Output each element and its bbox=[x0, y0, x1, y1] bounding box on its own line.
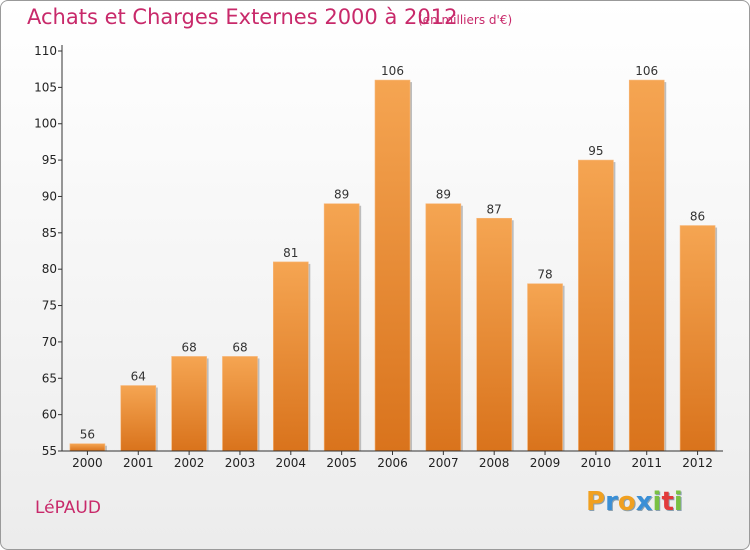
data-label-2012: 86 bbox=[690, 210, 705, 224]
bar-2000 bbox=[69, 443, 106, 452]
x-tick-label-2000: 2000 bbox=[72, 456, 103, 470]
y-tick-label-110: 110 bbox=[34, 44, 57, 58]
axis-layer: 2000 2001 2002 2003 2004 2005 2006 2007 2008 2009… bbox=[34, 44, 723, 470]
x-tick-label-2001: 2001 bbox=[123, 456, 154, 470]
y-tick-label-85: 85 bbox=[42, 226, 57, 240]
data-label-2003: 68 bbox=[232, 340, 247, 354]
data-label-2009: 78 bbox=[537, 268, 552, 282]
logo-letter: o bbox=[617, 487, 636, 517]
y-tick-label-70: 70 bbox=[42, 335, 57, 349]
data-label-2000: 56 bbox=[80, 428, 95, 442]
y-tick-label-55: 55 bbox=[42, 444, 57, 458]
data-label-2004: 81 bbox=[283, 246, 298, 260]
chart-title: Achats et Charges Externes 2000 à 2012 bbox=[27, 5, 458, 29]
bar-2004 bbox=[273, 261, 309, 452]
logo-letter: x bbox=[635, 487, 653, 517]
bar-2007 bbox=[425, 203, 462, 452]
data-label-2008: 87 bbox=[487, 202, 502, 216]
y-tick-label-105: 105 bbox=[34, 80, 57, 94]
bar-2001 bbox=[120, 385, 157, 452]
logo-letter: t bbox=[661, 487, 674, 517]
bar-2008 bbox=[476, 217, 512, 452]
x-tick-label-2003: 2003 bbox=[225, 456, 256, 470]
data-label-2011: 106 bbox=[635, 64, 658, 78]
data-label-2006: 106 bbox=[381, 64, 404, 78]
x-tick-label-2005: 2005 bbox=[326, 456, 357, 470]
x-tick-label-2004: 2004 bbox=[276, 456, 307, 470]
logo-letter: r bbox=[605, 487, 618, 517]
x-tick-label-2006: 2006 bbox=[377, 456, 408, 470]
y-tick-label-95: 95 bbox=[42, 153, 57, 167]
chart-subtitle: (en milliers d'€) bbox=[418, 13, 513, 27]
x-tick-label-2009: 2009 bbox=[530, 456, 561, 470]
x-tick-label-2007: 2007 bbox=[428, 456, 459, 470]
x-tick-label-2002: 2002 bbox=[174, 456, 205, 470]
bar-2002 bbox=[171, 356, 207, 452]
bar-2005 bbox=[323, 203, 360, 452]
y-tick-label-60: 60 bbox=[42, 408, 57, 422]
data-label-2010: 95 bbox=[588, 144, 603, 158]
bar-2012 bbox=[679, 225, 716, 452]
logo-letter: P bbox=[586, 487, 606, 517]
data-label-2007: 89 bbox=[436, 188, 451, 202]
data-label-2001: 64 bbox=[131, 370, 146, 384]
y-tick-label-90: 90 bbox=[42, 189, 57, 203]
y-tick-label-80: 80 bbox=[42, 262, 57, 276]
data-label-2005: 89 bbox=[334, 188, 349, 202]
x-tick-label-2008: 2008 bbox=[479, 456, 510, 470]
bar-2006 bbox=[374, 79, 411, 452]
y-tick-label-75: 75 bbox=[42, 299, 57, 313]
bar-2003 bbox=[222, 356, 258, 452]
x-tick-label-2012: 2012 bbox=[682, 456, 713, 470]
logo-letter: i bbox=[652, 487, 662, 517]
y-tick-label-65: 65 bbox=[42, 371, 57, 385]
bar-2010 bbox=[578, 159, 614, 452]
proxiti-logo[interactable]: Proxiti bbox=[586, 487, 683, 517]
data-label-2002: 68 bbox=[181, 340, 196, 354]
logo-letter: i bbox=[673, 487, 683, 517]
y-tick-label-100: 100 bbox=[34, 117, 57, 131]
bar-2009 bbox=[527, 283, 563, 452]
town-name: LéPAUD bbox=[35, 498, 101, 518]
x-tick-label-2010: 2010 bbox=[581, 456, 612, 470]
x-tick-label-2011: 2011 bbox=[631, 456, 662, 470]
bar-2011 bbox=[628, 79, 665, 452]
bars-layer: 56 64 68 68 81 89 106 89 87 78 95 106 86 bbox=[69, 64, 718, 452]
